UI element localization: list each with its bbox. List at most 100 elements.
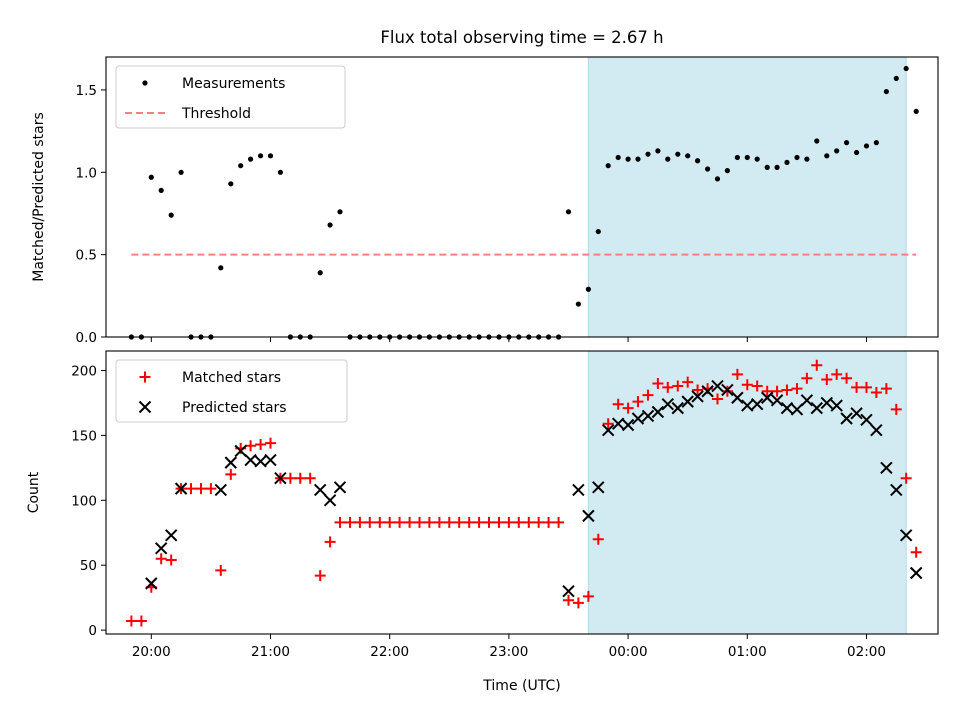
matched-star-point: [245, 440, 257, 452]
matched-star-point: [890, 403, 902, 415]
predicted-star-point: [790, 403, 804, 416]
measurement-point: [595, 228, 601, 235]
matched-star-point: [582, 590, 594, 602]
ratio-panel: 0.0 0.5 1.0 1.5 Matched/Predicted stars Measu…: [31, 56, 939, 346]
matched-star-point: [354, 516, 366, 528]
matched-star-point: [225, 468, 237, 480]
measurement-point: [903, 65, 909, 72]
predicted-star-point: [860, 413, 873, 427]
matched-star-point: [443, 516, 455, 528]
matched-star-point: [255, 438, 267, 450]
measurement-point: [774, 164, 780, 170]
predicted-star-point: [780, 401, 794, 415]
measurement-point: [247, 156, 254, 162]
matched-star-point: [672, 380, 684, 392]
matched-star-point: [483, 516, 495, 528]
legend-box: [115, 359, 348, 423]
predicted-star-point: [224, 456, 238, 469]
measurement-point: [784, 159, 790, 166]
measurement-point: [267, 153, 274, 159]
matched-star-point: [284, 472, 296, 484]
predicted-star-point: [254, 455, 267, 468]
x-tick-label: 02:00: [847, 644, 886, 660]
measurement-point: [913, 108, 919, 114]
measurement-point: [675, 151, 681, 157]
predicted-star-point: [741, 399, 754, 412]
matched-star-point: [205, 483, 217, 495]
matched-star-point: [215, 564, 227, 576]
predicted-star-point: [701, 385, 714, 398]
predicted-star-point: [234, 444, 247, 458]
measurement-point: [615, 154, 621, 161]
matched-star-point: [781, 384, 793, 396]
measurement-point: [694, 158, 701, 164]
predicted-star-point: [333, 481, 347, 494]
matched-star-point: [155, 553, 167, 565]
predicted-star-point: [562, 584, 575, 598]
matched-star-point: [553, 516, 565, 528]
legend-label: Predicted stars: [182, 400, 287, 416]
measurement-point: [238, 163, 244, 169]
matched-star-point: [195, 483, 207, 495]
matched-star-point: [185, 483, 197, 495]
measurement-point: [893, 75, 899, 82]
y-tick-label: 100: [71, 493, 97, 509]
predicted-star-point: [164, 529, 178, 542]
matched-star-point: [692, 384, 704, 396]
measurement-point: [853, 149, 860, 156]
measurement-point: [824, 153, 830, 159]
matched-star-point: [294, 472, 306, 484]
predicted-star-point: [800, 394, 814, 407]
legend: Measurements Threshold: [115, 65, 346, 129]
y-tick-label: 200: [71, 363, 97, 379]
matched-star-point: [513, 516, 525, 528]
matched-star-point: [364, 516, 376, 528]
predicted-star-point: [750, 398, 764, 411]
matched-star-point: [473, 516, 485, 528]
matched-star-point: [851, 381, 863, 393]
matched-star-point: [841, 372, 853, 384]
measurement-point: [277, 169, 283, 175]
measurement-point: [685, 153, 691, 159]
measurement-point: [834, 148, 840, 154]
matched-star-point: [384, 516, 396, 528]
matched-star-point: [453, 516, 465, 528]
matched-star-point: [831, 368, 843, 380]
y-tick-label: 1.5: [76, 83, 97, 99]
observing-interval-shade: [587, 56, 907, 338]
measurement-point: [754, 156, 760, 162]
predicted-star-point: [572, 483, 585, 497]
matched-star-point: [304, 472, 316, 484]
measurement-point: [704, 166, 711, 172]
measurement-point: [744, 154, 750, 161]
y-tick-label: 50: [80, 558, 97, 574]
matched-star-point: [394, 516, 406, 528]
matched-star-point: [751, 380, 763, 392]
predicted-star-point: [691, 390, 704, 403]
matched-star-point: [711, 393, 723, 405]
measurement-point: [337, 209, 343, 215]
axes-frame: [105, 56, 939, 338]
predicted-star-point: [661, 398, 674, 411]
measurement-point: [665, 156, 671, 162]
matched-star-point: [741, 379, 753, 391]
predicted-star-point: [174, 482, 188, 495]
x-tick-label: 22:00: [370, 644, 409, 660]
predicted-star-point: [641, 409, 655, 423]
matched-star-point: [682, 376, 694, 388]
matched-star-point: [632, 396, 644, 408]
predicted-star-point: [313, 483, 327, 497]
series-predicted-stars: [145, 379, 923, 598]
x-tick-label: 01:00: [728, 644, 767, 660]
matched-star-point: [791, 383, 803, 395]
predicted-star-point: [621, 418, 635, 432]
y-tick-label: 0: [88, 623, 97, 639]
matched-star-point: [562, 594, 574, 606]
x-tick-label: 00:00: [609, 644, 648, 660]
predicted-star-point: [145, 577, 158, 590]
predicted-star-point: [244, 453, 257, 467]
matched-star-point: [602, 418, 614, 430]
matched-star-point: [503, 516, 515, 528]
legend: Matched stars Predicted stars: [115, 359, 348, 423]
matched-star-point: [334, 516, 346, 528]
